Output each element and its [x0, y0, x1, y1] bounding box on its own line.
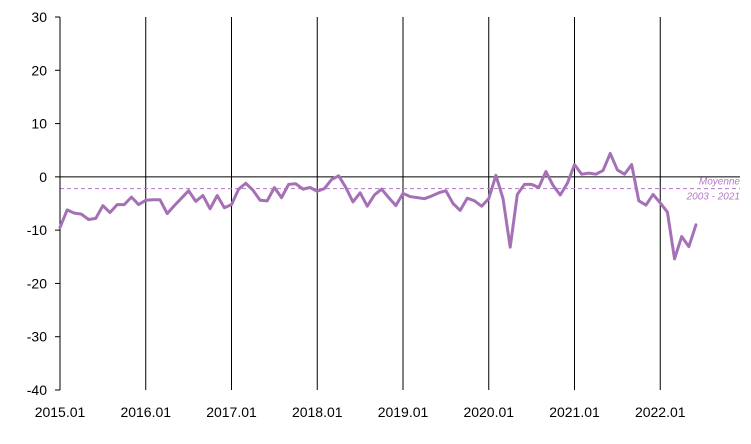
y-tick-label: 30	[31, 9, 47, 25]
x-tick-label: 2021.01	[549, 404, 600, 420]
y-tick-label: -10	[27, 222, 47, 238]
x-tick-label: 2020.01	[463, 404, 514, 420]
x-tick-label: 2015.01	[35, 404, 86, 420]
y-tick-label: -20	[27, 275, 47, 291]
y-tick-label: -40	[27, 382, 47, 398]
x-tick-label: 2018.01	[292, 404, 343, 420]
year-gridlines	[145, 17, 661, 390]
x-tick-label: 2016.01	[120, 404, 171, 420]
average-label-line2: 2003 - 2021	[686, 192, 740, 203]
x-tick-label: 2019.01	[378, 404, 429, 420]
series-line	[58, 151, 698, 261]
average-label-line1: Moyenne	[699, 177, 741, 188]
y-axis-ticks: 30 20 10 0 -10 -20 -30 -40	[27, 9, 60, 398]
x-tick-label: 2022.01	[635, 404, 686, 420]
y-tick-label: 20	[31, 62, 47, 78]
y-tick-label: -30	[27, 329, 47, 345]
x-tick-label: 2017.01	[206, 404, 257, 420]
y-tick-label: 10	[31, 116, 47, 132]
x-axis-ticks: 2015.01 2016.01 2017.01 2018.01 2019.01 2020.…	[35, 404, 686, 420]
y-tick-label: 0	[39, 169, 47, 185]
